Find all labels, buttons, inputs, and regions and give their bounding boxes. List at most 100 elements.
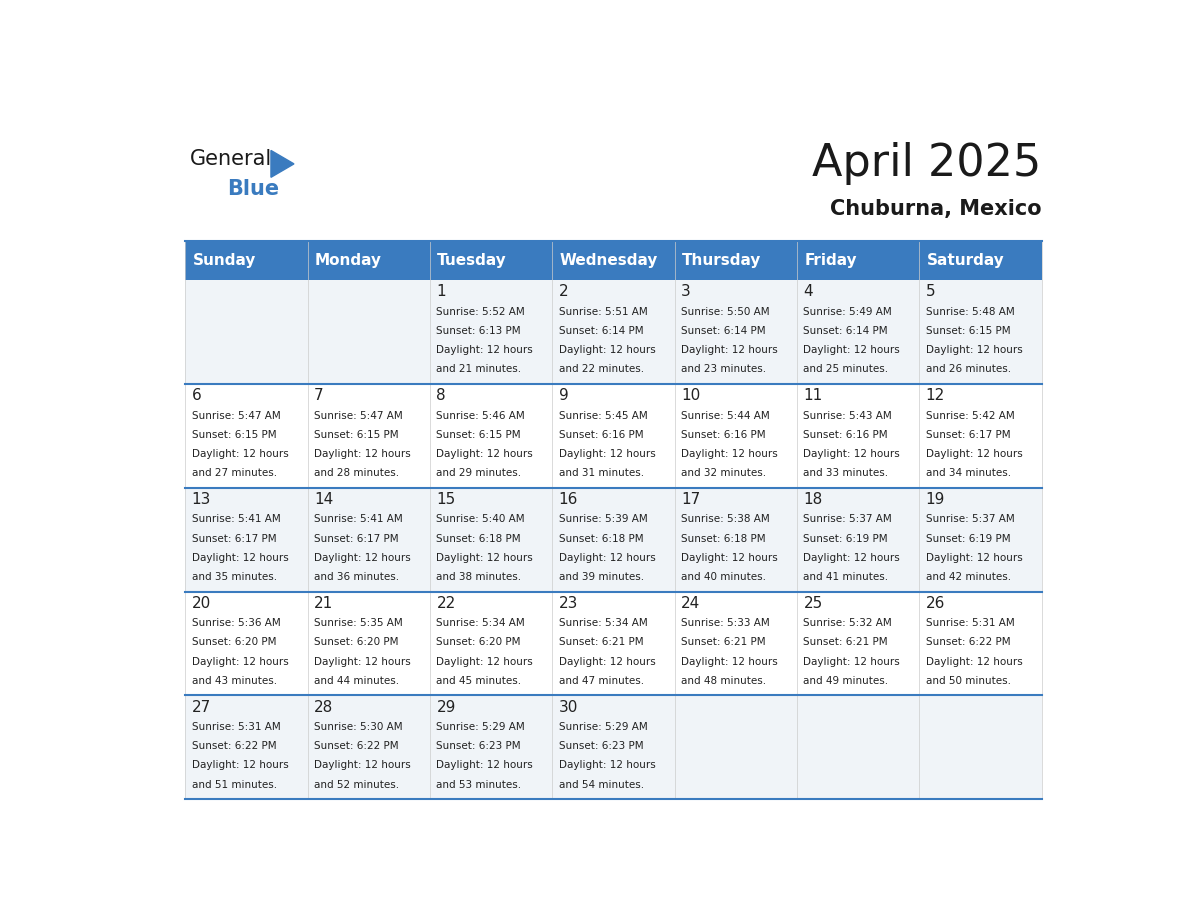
Text: 12: 12: [925, 388, 944, 403]
Text: Sunset: 6:16 PM: Sunset: 6:16 PM: [681, 430, 766, 440]
Text: Sunrise: 5:41 AM: Sunrise: 5:41 AM: [314, 514, 403, 524]
Text: Sunrise: 5:47 AM: Sunrise: 5:47 AM: [191, 410, 280, 420]
Text: and 23 minutes.: and 23 minutes.: [681, 364, 766, 374]
Text: Daylight: 12 hours: Daylight: 12 hours: [925, 656, 1023, 666]
FancyBboxPatch shape: [675, 280, 797, 384]
Text: Sunrise: 5:29 AM: Sunrise: 5:29 AM: [558, 722, 647, 733]
Text: Sunrise: 5:31 AM: Sunrise: 5:31 AM: [925, 619, 1015, 629]
Text: 2: 2: [558, 284, 568, 299]
Text: Daylight: 12 hours: Daylight: 12 hours: [558, 449, 656, 459]
Text: Sunset: 6:20 PM: Sunset: 6:20 PM: [436, 637, 520, 647]
Text: 1: 1: [436, 284, 446, 299]
Text: 3: 3: [681, 284, 690, 299]
Text: Sunset: 6:21 PM: Sunset: 6:21 PM: [558, 637, 644, 647]
Text: Daylight: 12 hours: Daylight: 12 hours: [436, 760, 533, 770]
FancyBboxPatch shape: [430, 487, 552, 591]
Text: Daylight: 12 hours: Daylight: 12 hours: [191, 449, 289, 459]
Text: Daylight: 12 hours: Daylight: 12 hours: [436, 553, 533, 563]
Text: Sunset: 6:16 PM: Sunset: 6:16 PM: [558, 430, 644, 440]
FancyBboxPatch shape: [185, 384, 308, 487]
Text: Sunset: 6:18 PM: Sunset: 6:18 PM: [436, 533, 522, 543]
Text: Sunset: 6:21 PM: Sunset: 6:21 PM: [681, 637, 766, 647]
Text: 20: 20: [191, 596, 211, 610]
Text: and 48 minutes.: and 48 minutes.: [681, 676, 766, 686]
Text: Sunset: 6:21 PM: Sunset: 6:21 PM: [803, 637, 887, 647]
Text: and 44 minutes.: and 44 minutes.: [314, 676, 399, 686]
Text: and 26 minutes.: and 26 minutes.: [925, 364, 1011, 374]
Text: Sunrise: 5:32 AM: Sunrise: 5:32 AM: [803, 619, 892, 629]
FancyBboxPatch shape: [797, 591, 920, 696]
Text: Daylight: 12 hours: Daylight: 12 hours: [191, 656, 289, 666]
FancyBboxPatch shape: [552, 696, 675, 800]
Text: Sunrise: 5:30 AM: Sunrise: 5:30 AM: [314, 722, 403, 733]
Text: Sunrise: 5:44 AM: Sunrise: 5:44 AM: [681, 410, 770, 420]
Text: 13: 13: [191, 492, 211, 507]
Text: and 27 minutes.: and 27 minutes.: [191, 468, 277, 478]
FancyBboxPatch shape: [308, 696, 430, 800]
Text: Daylight: 12 hours: Daylight: 12 hours: [925, 449, 1023, 459]
FancyBboxPatch shape: [797, 487, 920, 591]
Text: and 47 minutes.: and 47 minutes.: [558, 676, 644, 686]
Text: Daylight: 12 hours: Daylight: 12 hours: [436, 345, 533, 355]
Text: Sunset: 6:14 PM: Sunset: 6:14 PM: [558, 326, 644, 336]
Text: Sunrise: 5:33 AM: Sunrise: 5:33 AM: [681, 619, 770, 629]
Text: Sunrise: 5:40 AM: Sunrise: 5:40 AM: [436, 514, 525, 524]
Text: Daylight: 12 hours: Daylight: 12 hours: [803, 449, 901, 459]
Text: Sunrise: 5:52 AM: Sunrise: 5:52 AM: [436, 307, 525, 317]
Text: and 38 minutes.: and 38 minutes.: [436, 572, 522, 582]
Text: and 34 minutes.: and 34 minutes.: [925, 468, 1011, 478]
Text: Daylight: 12 hours: Daylight: 12 hours: [191, 553, 289, 563]
Text: Sunrise: 5:35 AM: Sunrise: 5:35 AM: [314, 619, 403, 629]
FancyBboxPatch shape: [675, 241, 797, 280]
FancyBboxPatch shape: [797, 696, 920, 800]
Text: Monday: Monday: [315, 252, 383, 268]
Text: Saturday: Saturday: [927, 252, 1004, 268]
Text: 6: 6: [191, 388, 202, 403]
Text: Sunrise: 5:43 AM: Sunrise: 5:43 AM: [803, 410, 892, 420]
Text: 21: 21: [314, 596, 334, 610]
Text: Sunset: 6:15 PM: Sunset: 6:15 PM: [314, 430, 399, 440]
Text: Tuesday: Tuesday: [437, 252, 507, 268]
Text: 7: 7: [314, 388, 323, 403]
Text: 4: 4: [803, 284, 813, 299]
Text: Sunset: 6:20 PM: Sunset: 6:20 PM: [314, 637, 399, 647]
Text: 30: 30: [558, 700, 579, 715]
Text: and 33 minutes.: and 33 minutes.: [803, 468, 889, 478]
Text: and 49 minutes.: and 49 minutes.: [803, 676, 889, 686]
FancyBboxPatch shape: [430, 241, 552, 280]
Text: April 2025: April 2025: [813, 142, 1042, 185]
Text: Sunset: 6:15 PM: Sunset: 6:15 PM: [925, 326, 1010, 336]
Text: Daylight: 12 hours: Daylight: 12 hours: [558, 656, 656, 666]
FancyBboxPatch shape: [430, 280, 552, 384]
Text: 15: 15: [436, 492, 456, 507]
Text: Sunset: 6:18 PM: Sunset: 6:18 PM: [558, 533, 644, 543]
Text: Sunset: 6:17 PM: Sunset: 6:17 PM: [191, 533, 277, 543]
Text: Daylight: 12 hours: Daylight: 12 hours: [803, 553, 901, 563]
Text: Sunrise: 5:31 AM: Sunrise: 5:31 AM: [191, 722, 280, 733]
Text: Sunrise: 5:37 AM: Sunrise: 5:37 AM: [803, 514, 892, 524]
Text: 9: 9: [558, 388, 569, 403]
Text: Blue: Blue: [227, 179, 279, 198]
Text: Sunrise: 5:49 AM: Sunrise: 5:49 AM: [803, 307, 892, 317]
Text: Daylight: 12 hours: Daylight: 12 hours: [558, 760, 656, 770]
Text: Sunrise: 5:51 AM: Sunrise: 5:51 AM: [558, 307, 647, 317]
Text: Daylight: 12 hours: Daylight: 12 hours: [191, 760, 289, 770]
Text: Sunset: 6:22 PM: Sunset: 6:22 PM: [191, 742, 277, 752]
Text: 26: 26: [925, 596, 946, 610]
Text: and 51 minutes.: and 51 minutes.: [191, 779, 277, 789]
Text: and 42 minutes.: and 42 minutes.: [925, 572, 1011, 582]
FancyBboxPatch shape: [797, 280, 920, 384]
Text: Sunset: 6:17 PM: Sunset: 6:17 PM: [925, 430, 1010, 440]
Text: and 53 minutes.: and 53 minutes.: [436, 779, 522, 789]
Text: Sunrise: 5:38 AM: Sunrise: 5:38 AM: [681, 514, 770, 524]
FancyBboxPatch shape: [185, 241, 308, 280]
FancyBboxPatch shape: [675, 487, 797, 591]
FancyBboxPatch shape: [552, 280, 675, 384]
FancyBboxPatch shape: [920, 591, 1042, 696]
Text: and 52 minutes.: and 52 minutes.: [314, 779, 399, 789]
Text: and 36 minutes.: and 36 minutes.: [314, 572, 399, 582]
Text: Sunset: 6:19 PM: Sunset: 6:19 PM: [803, 533, 887, 543]
Text: Sunrise: 5:39 AM: Sunrise: 5:39 AM: [558, 514, 647, 524]
Text: Sunrise: 5:36 AM: Sunrise: 5:36 AM: [191, 619, 280, 629]
FancyBboxPatch shape: [675, 696, 797, 800]
